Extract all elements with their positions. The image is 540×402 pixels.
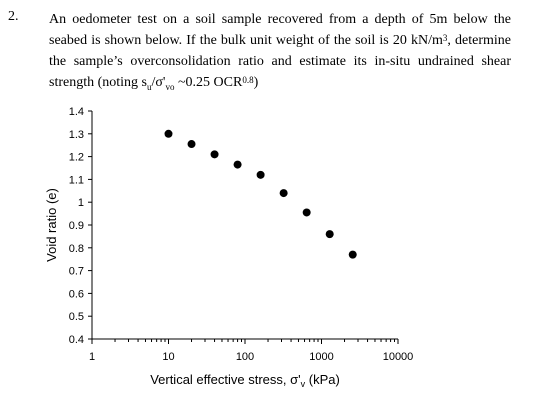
y-tick-label: 1 bbox=[78, 197, 84, 209]
y-tick-label: 1.3 bbox=[69, 129, 84, 141]
question-line-2: seabed is shown below. If the bulk unit … bbox=[49, 30, 511, 51]
su-subscript: u bbox=[147, 81, 152, 92]
x-tick-label: 10000 bbox=[383, 351, 414, 363]
data-point bbox=[164, 129, 173, 138]
y-tick-label: 0.7 bbox=[69, 266, 84, 278]
data-point bbox=[210, 150, 219, 159]
x-tick-label: 100 bbox=[236, 351, 254, 363]
data-point bbox=[279, 189, 288, 198]
question-text: An oedometer test on a soil sample recov… bbox=[49, 9, 511, 98]
question-line-4-end: ) bbox=[253, 75, 259, 90]
data-point bbox=[302, 208, 311, 217]
question-line-2-end: , determine bbox=[447, 33, 511, 48]
data-point bbox=[187, 140, 196, 149]
y-tick-label: 0.9 bbox=[69, 220, 84, 232]
y-tick-label: 0.8 bbox=[69, 243, 84, 255]
question-line-3: the sample’s overconsolidation ratio and… bbox=[49, 54, 511, 69]
data-point bbox=[348, 250, 357, 259]
question-line-2-text: seabed is shown below. If the bulk unit … bbox=[49, 33, 443, 48]
data-point bbox=[256, 170, 265, 179]
x-axis-title: Vertical effective stress, σ'v (kPa) bbox=[150, 372, 340, 389]
question-number: 2. bbox=[8, 9, 19, 24]
y-tick-label: 0.5 bbox=[69, 311, 84, 323]
data-point bbox=[325, 230, 334, 239]
data-point bbox=[233, 160, 242, 169]
x-tick-group: 1 10 100 1000 10000 bbox=[89, 339, 413, 363]
x-tick-label: 1000 bbox=[309, 351, 333, 363]
question-line-4-ratio: /σ' bbox=[151, 75, 166, 90]
y-tick-label: 0.6 bbox=[69, 288, 84, 300]
question-line-4-ocr: ~0.25 OCR bbox=[174, 75, 243, 90]
data-points bbox=[164, 129, 357, 259]
y-tick-label: 0.4 bbox=[69, 334, 84, 346]
vo-subscript: vo bbox=[165, 81, 175, 92]
y-tick-label: 1.4 bbox=[69, 106, 84, 118]
question-line-4: strength (noting su/σ'vo ~0.25 OCR0.8) bbox=[49, 72, 511, 98]
question-line-1: An oedometer test on a soil sample recov… bbox=[49, 12, 511, 27]
x-tick-label: 10 bbox=[162, 351, 174, 363]
x-tick-label: 1 bbox=[89, 351, 95, 363]
cubed-superscript: 3 bbox=[442, 33, 448, 43]
y-tick-label: 1.1 bbox=[69, 174, 84, 186]
y-tick-label: 1.2 bbox=[69, 152, 84, 164]
question-line-4-text: strength (noting s bbox=[49, 75, 147, 90]
chart-axes bbox=[91, 111, 398, 340]
y-axis-title: Void ratio (e) bbox=[44, 188, 59, 262]
y-tick-group: 0.4 0.5 0.6 0.7 0.8 0.9 1 1.1 1.2 1.3 1.4 bbox=[69, 106, 92, 346]
ocr-exponent: 0.8 bbox=[242, 75, 254, 85]
